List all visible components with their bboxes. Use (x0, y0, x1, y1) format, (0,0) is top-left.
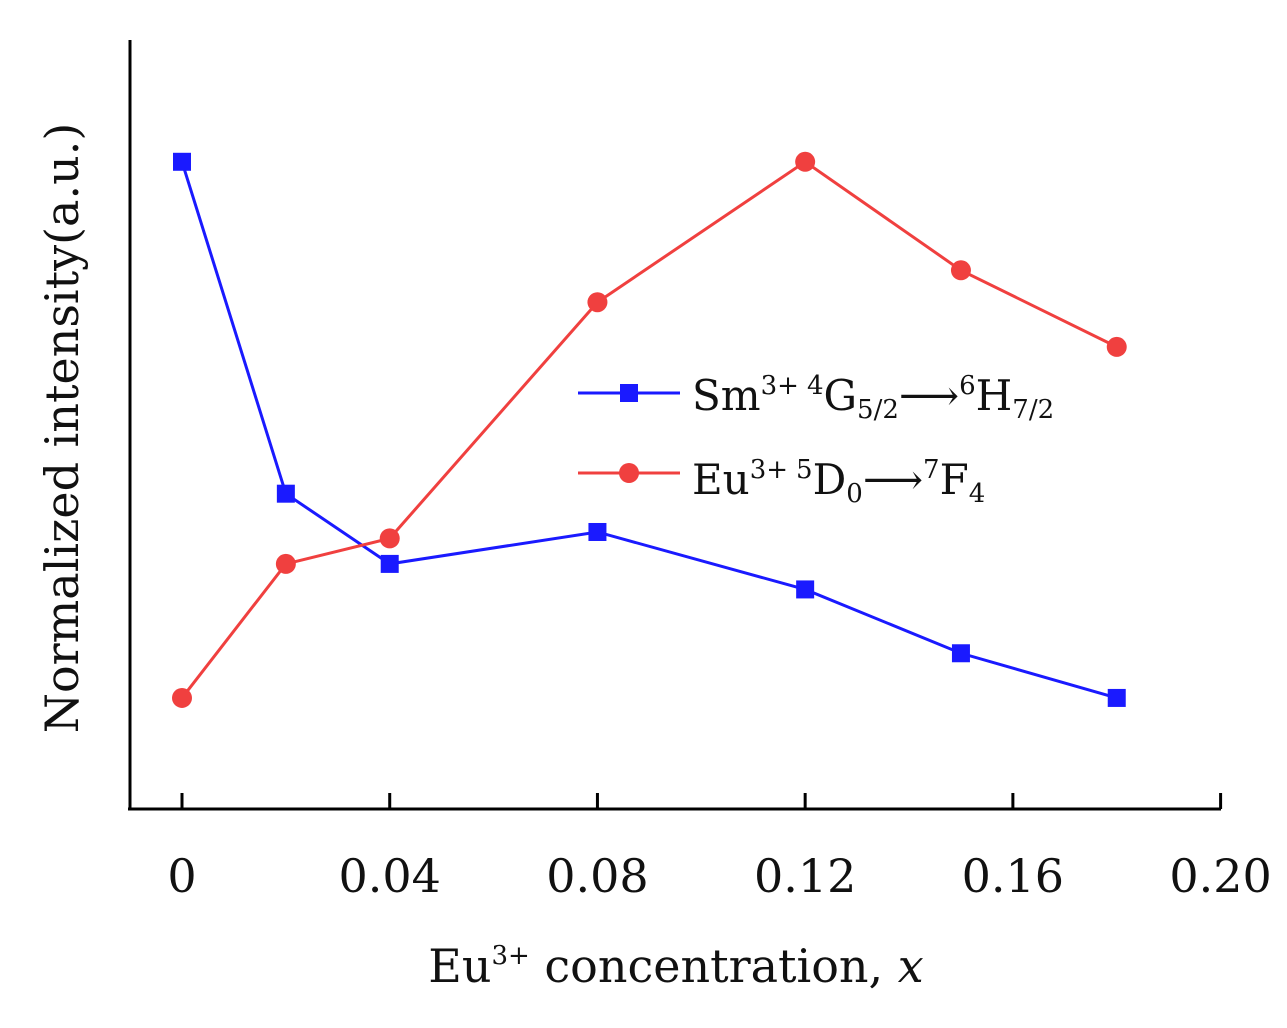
data-point-eu (172, 687, 192, 708)
x-axis-title-rest: concentration, (530, 939, 898, 993)
data-point-eu (795, 151, 816, 172)
legend: Sm3+ 4G5/2⟶6H7/2 Eu3+ 5D0⟶7F4 (578, 371, 1054, 509)
data-point-sm (588, 522, 607, 541)
x-tick-label: 0.04 (339, 849, 441, 903)
data-point-sm (380, 554, 399, 573)
axes (128, 40, 1221, 811)
x-tick-label: 0 (167, 849, 196, 903)
data-point-sm (276, 484, 295, 503)
data-point-sm (1107, 688, 1126, 707)
series-line-sm (180, 161, 1118, 700)
data-point-eu (587, 292, 608, 313)
legend-item-eu: Eu3+ 5D0⟶7F4 (578, 455, 985, 509)
x-axis-title-var: x (898, 939, 924, 993)
legend-marker-eu (619, 463, 639, 483)
x-tick-label: 0.12 (754, 849, 856, 903)
legend-item-sm: Sm3+ 4G5/2⟶6H7/2 (578, 371, 1054, 425)
legend-label-eu: Eu3+ 5D0⟶7F4 (692, 455, 985, 509)
data-point-eu (275, 553, 296, 574)
legend-marker-sm (620, 384, 638, 402)
series-layer (172, 151, 1127, 708)
x-tick-label: 0.08 (546, 849, 648, 903)
x-axis-title-sup: 3+ (491, 941, 529, 971)
data-point-eu (950, 260, 971, 281)
x-axis-title: Eu3+ concentration, x (428, 939, 924, 993)
series-sm (173, 152, 1126, 707)
series-eu (172, 151, 1127, 708)
y-axis-title: Normalized intensity(a.u.) (35, 123, 89, 734)
x-ticks: 0 0.04 0.08 0.12 0.16 0.20 (167, 793, 1272, 903)
x-axis-title-base: Eu (428, 939, 491, 993)
legend-label-sm: Sm3+ 4G5/2⟶6H7/2 (692, 371, 1054, 425)
data-point-sm (796, 580, 815, 599)
data-point-eu (1106, 336, 1127, 357)
x-tick-label: 0.16 (962, 849, 1064, 903)
series-line-eu (180, 159, 1118, 699)
data-point-sm (951, 644, 970, 663)
data-point-sm (173, 152, 191, 171)
x-tick-label: 0.20 (1169, 849, 1271, 903)
data-point-eu (379, 528, 400, 549)
